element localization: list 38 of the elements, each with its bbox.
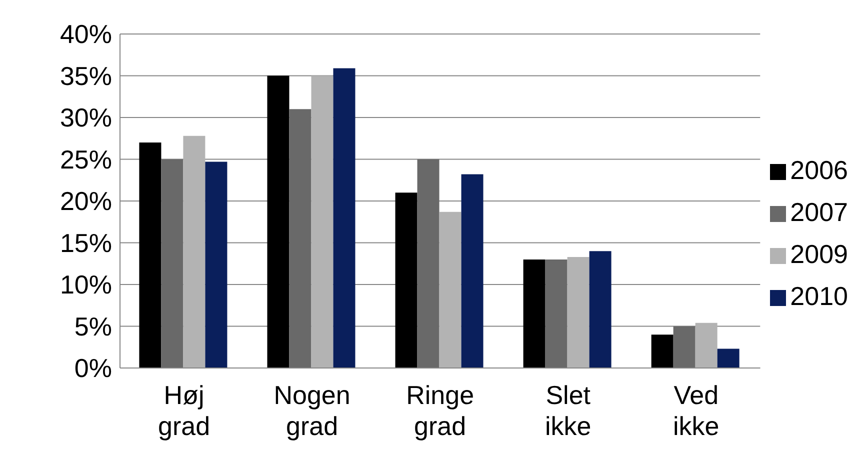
y-tick-label: 25% bbox=[60, 144, 112, 174]
bar bbox=[395, 192, 418, 368]
legend-label: 2007 bbox=[790, 197, 848, 227]
y-tick-label: 0% bbox=[74, 353, 112, 384]
y-tick-label: 20% bbox=[60, 186, 112, 216]
y-tick-label: 30% bbox=[60, 102, 112, 133]
legend-label: 2010 bbox=[790, 281, 848, 311]
bar bbox=[545, 259, 568, 368]
bar bbox=[717, 348, 740, 368]
bar bbox=[267, 76, 290, 368]
x-tick-label: Ved ikke bbox=[673, 380, 720, 441]
x-tick-label: Ringe grad bbox=[406, 380, 474, 441]
y-tick-label: 5% bbox=[74, 311, 112, 342]
x-tick-label: Nogen grad bbox=[274, 380, 350, 441]
bar bbox=[673, 326, 696, 368]
bar bbox=[183, 136, 206, 368]
bar bbox=[417, 159, 440, 368]
bar bbox=[161, 159, 184, 368]
bar bbox=[439, 212, 462, 368]
bar bbox=[651, 334, 674, 368]
bar bbox=[289, 109, 312, 368]
bar bbox=[311, 76, 334, 368]
legend-label: 2006 bbox=[790, 155, 848, 185]
y-tick-label: 40% bbox=[60, 19, 112, 50]
bar bbox=[589, 251, 612, 368]
x-tick-label: Slet ikke bbox=[544, 380, 592, 441]
bar bbox=[567, 256, 590, 368]
legend-label: 2009 bbox=[790, 239, 848, 269]
y-tick-label: 35% bbox=[60, 60, 112, 91]
y-tick-label: 15% bbox=[60, 228, 112, 258]
bar bbox=[139, 142, 162, 368]
x-tick-label: Høj grad bbox=[158, 380, 210, 441]
y-tick-label: 10% bbox=[60, 270, 112, 300]
bar bbox=[695, 322, 718, 368]
bar bbox=[205, 162, 228, 368]
bar bbox=[333, 68, 356, 368]
bar bbox=[523, 259, 546, 368]
bar bbox=[461, 174, 484, 368]
